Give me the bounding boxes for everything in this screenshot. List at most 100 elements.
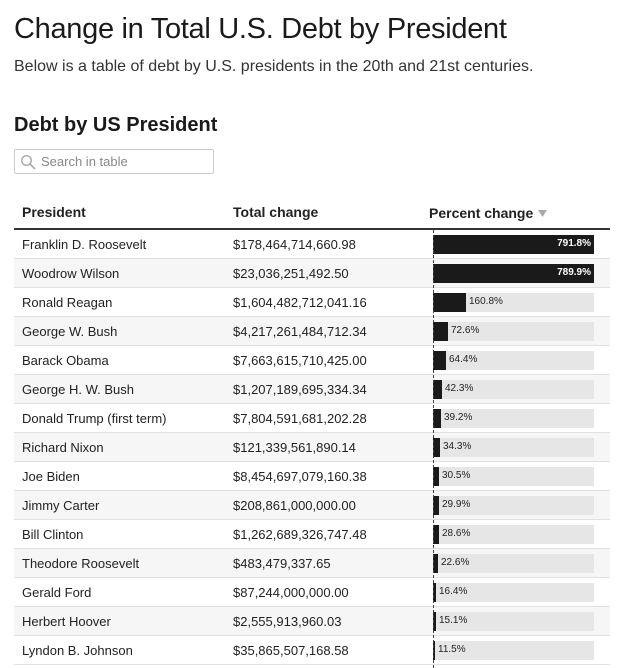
cell-president: Richard Nixon [22,440,104,455]
cell-president: Joe Biden [22,469,80,484]
table-title: Debt by US President [14,114,218,136]
cell-president: Bill Clinton [22,527,84,542]
percent-bar-fill [433,467,439,486]
percent-bar-label: 39.2% [444,412,473,423]
percent-bar-fill [433,583,436,602]
percent-bar-label: 15.1% [439,615,468,626]
percent-bar-fill [433,438,440,457]
percent-bar-track: 30.5% [433,467,594,486]
percent-bar-fill [433,264,594,283]
cell-total-change: $2,555,913,960.03 [233,614,342,629]
cell-total-change: $87,244,000,000.00 [233,585,349,600]
cell-total-change: $178,464,714,660.98 [233,237,356,252]
percent-bar-label: 160.8% [469,296,503,307]
percent-bar-track: 160.8% [433,293,594,312]
percent-bar-label: 29.9% [442,499,471,510]
table-row: Lyndon B. Johnson $35,865,507,168.58 11.5% [14,636,610,665]
cell-president: Theodore Roosevelt [22,556,140,571]
percent-bar-label: 16.4% [439,586,468,597]
table-row: Barack Obama $7,663,615,710,425.00 64.4% [14,346,610,375]
cell-president: Herbert Hoover [22,614,111,629]
percent-bar-label: 64.4% [449,354,478,365]
table-row: Richard Nixon $121,339,561,890.14 34.3% [14,433,610,462]
column-header-president[interactable]: President [22,204,86,220]
cell-president: Jimmy Carter [22,498,100,513]
percent-bar-fill [433,235,594,254]
percent-bar-track: 39.2% [433,409,594,428]
percent-bar-label: 72.6% [451,325,480,336]
cell-president: George W. Bush [22,324,118,339]
table-row: George H. W. Bush $1,207,189,695,334.34 42… [14,375,610,404]
percent-bar-track: 789.9% [433,264,594,283]
cell-president: Donald Trump (first term) [22,411,167,426]
percent-bar-track: 64.4% [433,351,594,370]
percent-bar-label: 22.6% [441,557,470,568]
table-row: Theodore Roosevelt $483,479,337.65 22.6% [14,549,610,578]
percent-bar-fill [433,351,446,370]
percent-bar-track: 22.6% [433,554,594,573]
cell-president: Barack Obama [22,353,109,368]
search-box[interactable] [14,149,214,174]
table-row: Ronald Reagan $1,604,482,712,041.16 160.8% [14,288,610,317]
percent-bar-fill [433,641,435,660]
percent-bar-fill [433,554,438,573]
cell-total-change: $35,865,507,168.58 [233,643,349,658]
cell-total-change: $1,604,482,712,041.16 [233,295,367,310]
search-icon [20,154,36,170]
table-body: Franklin D. Roosevelt $178,464,714,660.98… [14,230,610,665]
table-row: Woodrow Wilson $23,036,251,492.50 789.9% [14,259,610,288]
cell-total-change: $483,479,337.65 [233,556,331,571]
percent-bar-fill [433,380,442,399]
table-header: President Total change Percent change [14,196,610,230]
percent-bar-track: 34.3% [433,438,594,457]
table-row: Gerald Ford $87,244,000,000.00 16.4% [14,578,610,607]
cell-total-change: $208,861,000,000.00 [233,498,356,513]
bar-baseline [433,230,434,668]
cell-total-change: $4,217,261,484,712.34 [233,324,367,339]
percent-bar-label: 34.3% [443,441,472,452]
percent-bar-track: 28.6% [433,525,594,544]
search-input[interactable] [41,152,209,171]
percent-bar-track: 16.4% [433,583,594,602]
percent-bar-label: 791.8% [557,238,591,249]
table-row: Franklin D. Roosevelt $178,464,714,660.98… [14,230,610,259]
percent-bar-track: 29.9% [433,496,594,515]
percent-bar-track: 72.6% [433,322,594,341]
percent-bar-fill [433,322,448,341]
percent-bar-track: 15.1% [433,612,594,631]
cell-president: Ronald Reagan [22,295,113,310]
cell-total-change: $23,036,251,492.50 [233,266,349,281]
percent-bar-track: 791.8% [433,235,594,254]
table-row: Bill Clinton $1,262,689,326,747.48 28.6% [14,520,610,549]
cell-total-change: $7,804,591,681,202.28 [233,411,367,426]
percent-bar-track: 11.5% [433,641,594,660]
table-row: Donald Trump (first term) $7,804,591,681,… [14,404,610,433]
page-subtitle: Below is a table of debt by U.S. preside… [14,58,534,75]
column-header-percent-label: Percent change [429,205,534,221]
cell-total-change: $8,454,697,079,160.38 [233,469,367,484]
table-row: Herbert Hoover $2,555,913,960.03 15.1% [14,607,610,636]
percent-bar-label: 42.3% [445,383,474,394]
cell-total-change: $7,663,615,710,425.00 [233,353,367,368]
cell-president: Woodrow Wilson [22,266,120,281]
percent-bar-label: 28.6% [442,528,471,539]
cell-total-change: $121,339,561,890.14 [233,440,356,455]
percent-bar-label: 30.5% [442,470,471,481]
column-header-total-change[interactable]: Total change [233,204,319,220]
table-row: George W. Bush $4,217,261,484,712.34 72.6% [14,317,610,346]
percent-bar-fill [433,612,436,631]
percent-bar-label: 789.9% [557,267,591,278]
percent-bar-label: 11.5% [438,644,466,655]
cell-total-change: $1,207,189,695,334.34 [233,382,367,397]
table-row: Joe Biden $8,454,697,079,160.38 30.5% [14,462,610,491]
cell-president: Franklin D. Roosevelt [22,237,147,252]
percent-bar-track: 42.3% [433,380,594,399]
column-header-percent-change[interactable]: Percent change [429,204,548,221]
cell-total-change: $1,262,689,326,747.48 [233,527,367,542]
cell-president: George H. W. Bush [22,382,134,397]
sort-descending-icon[interactable] [538,204,548,220]
percent-bar-fill [433,293,466,312]
debt-table: President Total change Percent change Fr… [14,196,610,665]
percent-bar-fill [433,525,439,544]
table-row: Jimmy Carter $208,861,000,000.00 29.9% [14,491,610,520]
